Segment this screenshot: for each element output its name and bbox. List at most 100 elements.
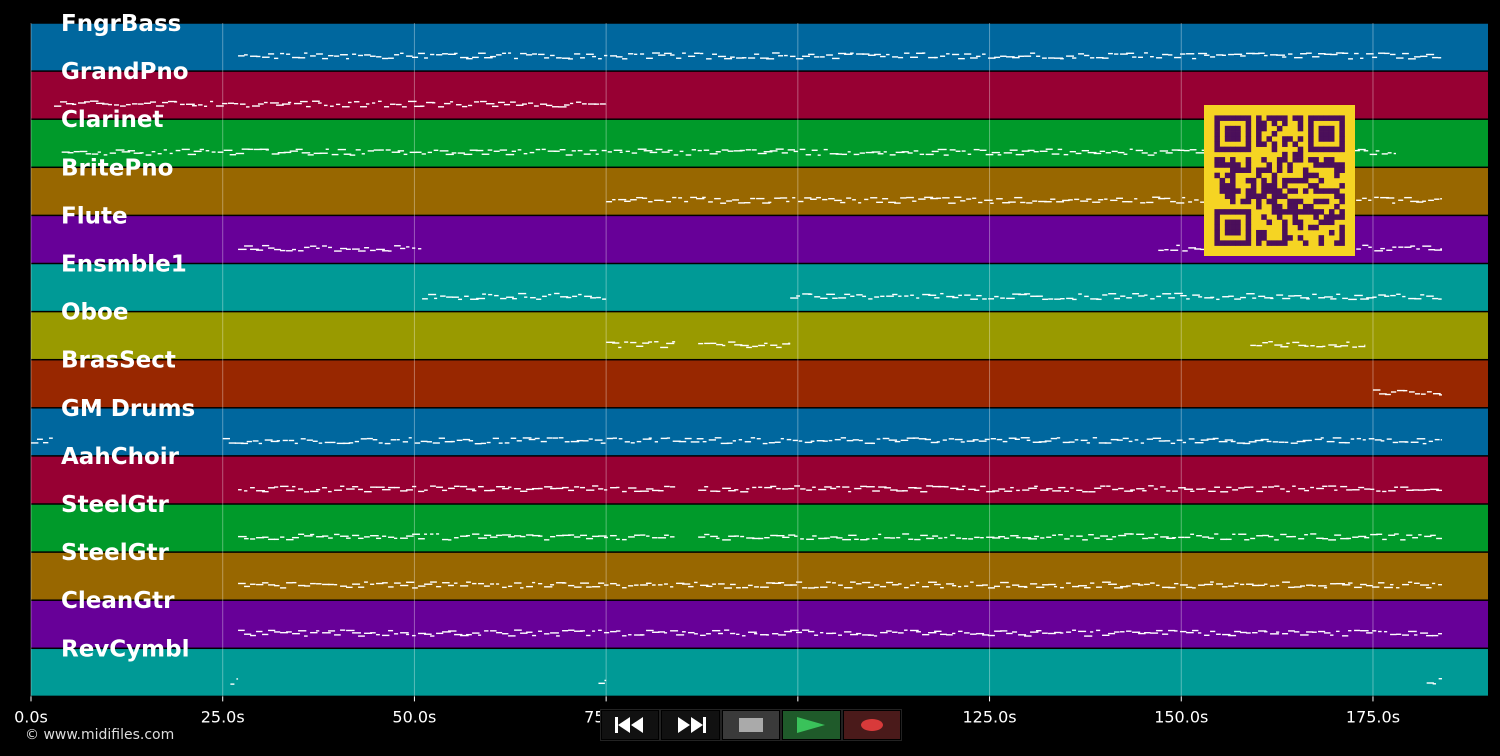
note-mark	[1147, 154, 1155, 156]
note-mark	[1116, 439, 1123, 441]
note-mark	[1394, 486, 1398, 488]
note-mark	[1040, 537, 1045, 539]
note-mark	[472, 533, 480, 535]
note-mark	[286, 53, 291, 55]
note-mark	[817, 154, 821, 156]
qr-module	[1313, 198, 1319, 205]
note-mark	[1102, 581, 1111, 583]
play-button[interactable]	[782, 710, 841, 740]
note-mark	[1310, 486, 1314, 489]
qr-module	[1276, 157, 1283, 163]
note-mark	[454, 485, 460, 488]
record-button[interactable]	[842, 710, 902, 740]
note-mark	[708, 201, 713, 203]
fast-forward-button[interactable]	[661, 710, 720, 740]
note-mark	[752, 345, 758, 348]
qr-module	[1261, 177, 1267, 184]
note-mark	[450, 101, 454, 103]
note-mark	[1356, 437, 1362, 440]
note-mark	[848, 490, 852, 493]
note-mark	[229, 154, 237, 156]
note-mark	[904, 52, 910, 54]
note-mark	[544, 633, 550, 635]
qr-module	[1235, 131, 1241, 137]
note-mark	[282, 103, 291, 105]
note-mark	[1060, 58, 1064, 60]
note-mark	[1052, 490, 1062, 492]
note-mark	[1208, 490, 1216, 493]
note-mark	[688, 585, 694, 588]
note-mark	[970, 633, 977, 635]
note-mark	[1002, 202, 1011, 204]
qr-module	[1318, 209, 1325, 215]
track-label: FngrBass	[61, 11, 181, 37]
note-mark	[1192, 587, 1196, 589]
track-lane	[31, 456, 1488, 504]
note-mark	[962, 537, 968, 540]
note-mark	[550, 632, 559, 634]
note-mark	[1164, 440, 1171, 442]
note-mark	[474, 442, 482, 445]
note-mark	[932, 485, 942, 488]
note-mark	[760, 586, 769, 588]
qr-module	[1292, 157, 1299, 163]
note-mark	[1428, 199, 1434, 202]
note-mark	[640, 490, 649, 492]
note-mark	[926, 537, 934, 540]
note-mark	[1244, 486, 1251, 488]
note-mark	[1090, 298, 1099, 300]
note-mark	[1222, 54, 1226, 56]
note-mark	[1003, 152, 1013, 154]
note-mark	[1122, 200, 1129, 203]
note-mark	[604, 679, 607, 682]
note-mark	[1020, 437, 1030, 439]
note-mark	[900, 197, 907, 199]
note-mark	[1122, 437, 1129, 440]
note-mark	[1216, 54, 1224, 56]
note-mark	[1050, 198, 1056, 200]
qr-module	[1302, 177, 1309, 184]
note-mark	[772, 582, 781, 585]
note-mark	[1176, 439, 1183, 441]
note-mark	[751, 149, 757, 151]
note-mark	[450, 440, 455, 443]
note-mark	[1384, 295, 1390, 297]
rewind-button[interactable]	[601, 710, 660, 740]
note-mark	[1194, 199, 1199, 201]
qr-module	[1334, 167, 1340, 173]
note-mark	[289, 150, 298, 152]
note-mark	[1376, 533, 1383, 535]
note-mark	[858, 439, 863, 442]
note-mark	[1008, 437, 1017, 439]
note-mark	[830, 536, 838, 538]
note-mark	[844, 293, 851, 296]
note-mark	[556, 534, 565, 537]
note-mark	[906, 196, 914, 199]
note-mark	[1426, 53, 1435, 56]
qr-module	[1271, 183, 1278, 189]
note-mark	[1242, 442, 1251, 445]
note-mark	[478, 52, 486, 54]
note-mark	[598, 488, 604, 490]
note-mark	[1286, 535, 1293, 538]
note-mark	[358, 488, 363, 491]
note-mark	[1016, 489, 1020, 492]
note-mark	[1112, 488, 1119, 491]
note-mark	[1422, 200, 1426, 202]
note-mark	[1054, 57, 1063, 59]
qr-module	[1256, 203, 1262, 210]
note-mark	[73, 150, 80, 153]
note-mark	[1410, 200, 1419, 203]
note-mark	[776, 487, 781, 490]
stop-button[interactable]	[721, 710, 781, 740]
note-mark	[746, 488, 750, 490]
note-mark	[1044, 201, 1052, 203]
note-mark	[798, 200, 804, 203]
note-mark	[1216, 633, 1221, 635]
note-mark	[1009, 149, 1018, 151]
note-mark	[640, 634, 645, 636]
note-mark	[649, 151, 658, 154]
note-mark	[1084, 587, 1091, 589]
note-mark	[914, 538, 921, 541]
note-mark	[1412, 489, 1419, 491]
